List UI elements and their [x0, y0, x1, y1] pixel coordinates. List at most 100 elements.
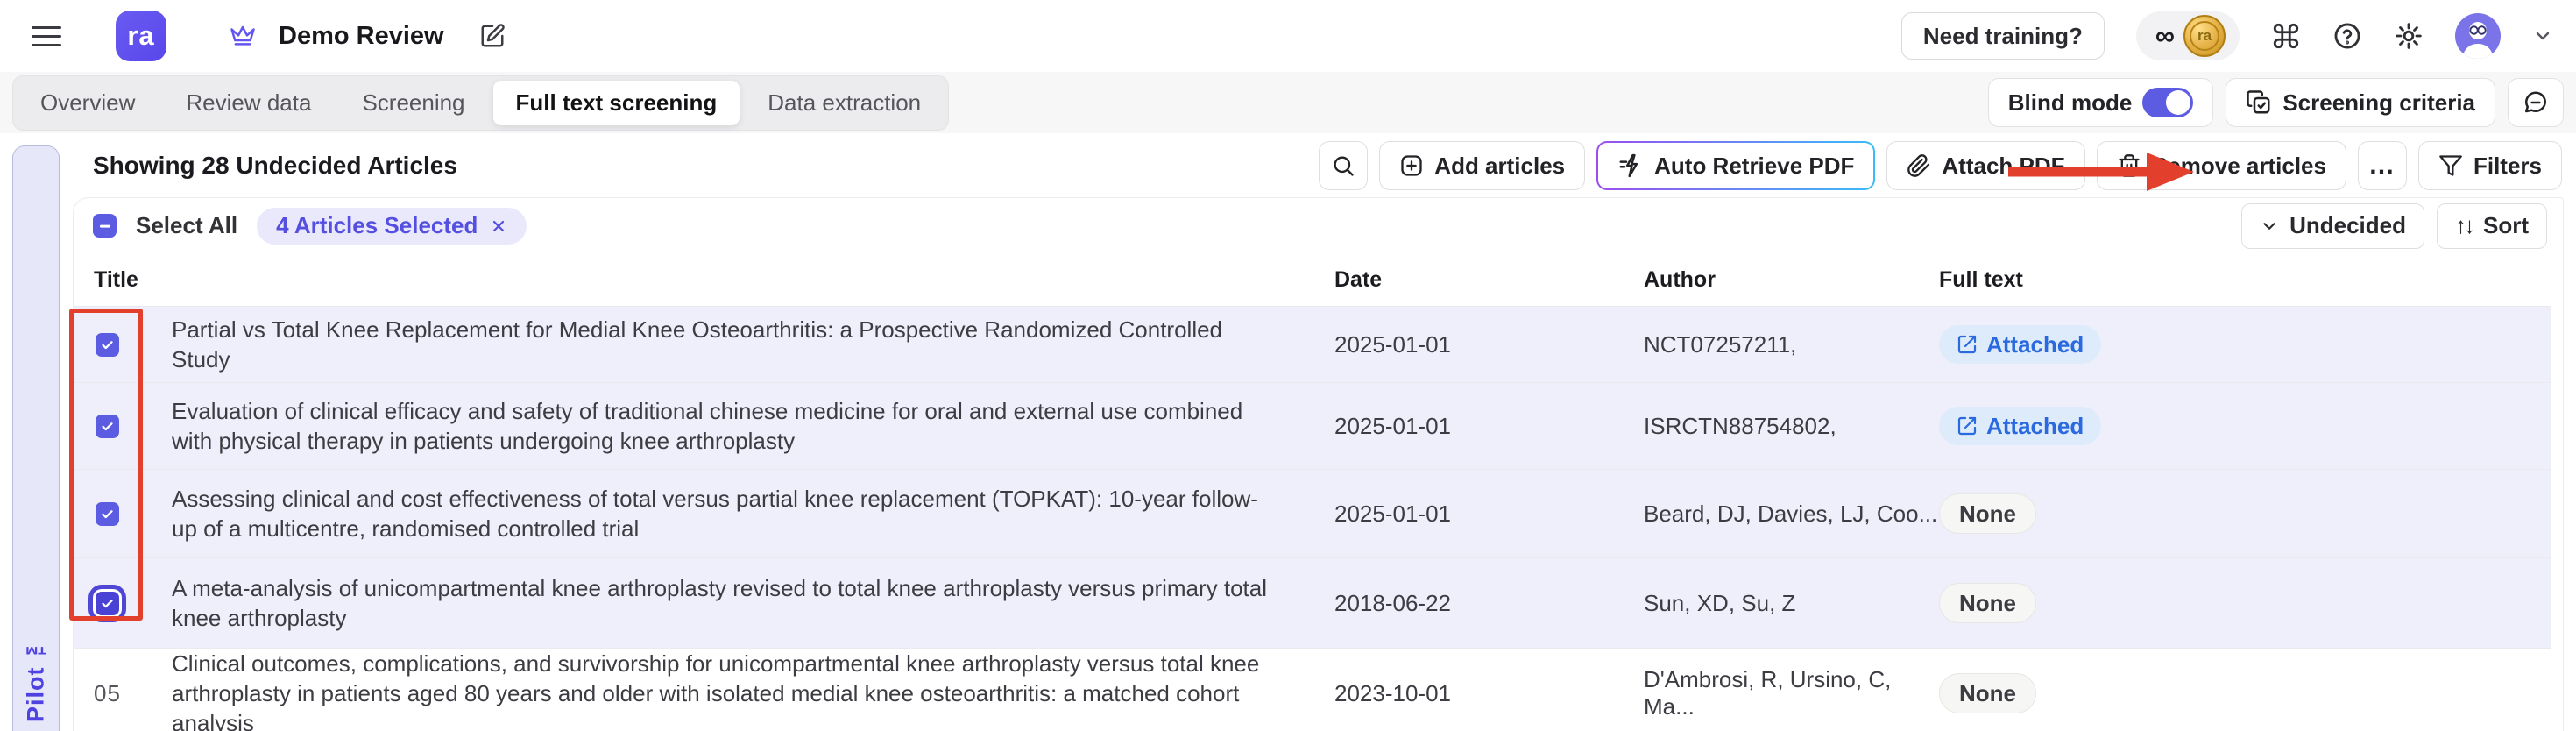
- article-author: NCT07257211,: [1644, 330, 1797, 358]
- coin-icon: ra: [2183, 15, 2226, 57]
- article-date: 2025-01-01: [1334, 500, 1451, 527]
- auto-retrieve-icon: [1619, 153, 1638, 178]
- table-row[interactable]: Evaluation of clinical efficacy and safe…: [74, 382, 2551, 469]
- filters-button[interactable]: Filters: [2417, 141, 2562, 190]
- status-filter-label: Undecided: [2289, 212, 2406, 238]
- blind-mode-label: Blind mode: [2007, 89, 2133, 116]
- paperclip-icon: [1907, 154, 1930, 177]
- article-title[interactable]: Partial vs Total Knee Replacement for Me…: [172, 316, 1223, 373]
- row-checkbox[interactable]: [96, 332, 119, 357]
- tab-overview[interactable]: Overview: [40, 89, 136, 116]
- select-all-label: Select All: [136, 212, 238, 238]
- need-training-label: Need training?: [1922, 22, 2083, 49]
- article-author: ISRCTN88754802,: [1644, 412, 1836, 439]
- auto-retrieve-pdf-label: Auto Retrieve PDF: [1654, 152, 1855, 179]
- trash-icon: [2118, 154, 2140, 177]
- column-date: Date: [1334, 266, 1383, 292]
- article-title[interactable]: Clinical outcomes, complications, and su…: [172, 650, 1260, 731]
- full-text-none-badge: None: [1939, 673, 2036, 713]
- column-full-text: Full text: [1939, 266, 2023, 292]
- full-text-attached-link[interactable]: Attached: [1939, 407, 2102, 445]
- table-header: Title Date Author Full text: [74, 253, 2551, 306]
- row-checkbox[interactable]: [96, 501, 119, 526]
- ellipsis-icon: …: [2367, 151, 2396, 180]
- command-shortcut-icon[interactable]: [2271, 21, 2301, 51]
- full-text-status: None: [1959, 679, 2016, 706]
- selected-count-label: 4 Articles Selected: [276, 212, 478, 238]
- select-all-checkbox[interactable]: [93, 214, 117, 238]
- tab-screening[interactable]: Screening: [362, 89, 465, 116]
- row-checkbox[interactable]: [96, 414, 119, 438]
- table-row[interactable]: A meta-analysis of unicompartmental knee…: [74, 557, 2551, 648]
- search-icon: [1334, 156, 1354, 176]
- column-title: Title: [94, 266, 138, 292]
- table-row[interactable]: Partial vs Total Knee Replacement for Me…: [74, 306, 2551, 382]
- app-logo[interactable]: ra: [116, 11, 166, 61]
- clear-selection-icon[interactable]: [490, 217, 507, 235]
- settings-gear-icon[interactable]: [2394, 21, 2424, 51]
- chevron-down-icon[interactable]: [2532, 25, 2553, 46]
- selected-count-chip[interactable]: 4 Articles Selected: [257, 207, 527, 245]
- screening-criteria-button[interactable]: Screening criteria: [2226, 78, 2495, 127]
- article-author: Sun, XD, Su, Z: [1644, 589, 1796, 616]
- selection-bar: Select All 4 Articles Selected Undecided…: [74, 198, 2563, 253]
- add-articles-label: Add articles: [1434, 152, 1566, 179]
- external-link-icon: [1957, 335, 1977, 354]
- table-row[interactable]: Assessing clinical and cost effectivenes…: [74, 469, 2551, 557]
- crown-icon: [230, 23, 256, 49]
- row-checkbox-focused[interactable]: [96, 591, 119, 615]
- filter-funnel-icon: [2439, 155, 2462, 176]
- sort-button[interactable]: ↑↓ Sort: [2437, 202, 2547, 249]
- need-training-button[interactable]: Need training?: [1900, 12, 2105, 60]
- remove-articles-label: Remove articles: [2151, 152, 2326, 179]
- sort-label: Sort: [2483, 212, 2529, 238]
- attach-pdf-label: Attach PDF: [1942, 152, 2065, 179]
- attach-pdf-button[interactable]: Attach PDF: [1886, 141, 2085, 190]
- article-title[interactable]: A meta-analysis of unicompartmental knee…: [172, 575, 1268, 631]
- tab-full-text-screening[interactable]: Full text screening: [492, 80, 740, 125]
- blind-mode-control[interactable]: Blind mode: [1987, 78, 2214, 127]
- row-number: 05: [94, 679, 121, 706]
- full-text-status: None: [1959, 589, 2016, 616]
- full-text-status: None: [1959, 500, 2016, 527]
- article-date: 2025-01-01: [1334, 330, 1451, 358]
- add-articles-button[interactable]: Add articles: [1379, 141, 1586, 190]
- blind-mode-toggle[interactable]: [2142, 88, 2194, 117]
- criteria-check-icon: [2246, 89, 2272, 116]
- article-date: 2023-10-01: [1334, 679, 1451, 706]
- tab-band: Overview Review data Screening Full text…: [0, 72, 2576, 133]
- articles-toolbar: Showing 28 Undecided Articles Add articl…: [93, 140, 2562, 191]
- infinity-icon: ∞: [2155, 20, 2175, 51]
- table-row[interactable]: 05 Clinical outcomes, complications, and…: [74, 648, 2551, 731]
- menu-icon[interactable]: [32, 25, 61, 46]
- article-date: 2025-01-01: [1334, 412, 1451, 439]
- page-title: Demo Review: [279, 21, 444, 50]
- tab-list: Overview Review data Screening Full text…: [12, 75, 950, 131]
- pilot-brand-label: Pilot ™: [22, 632, 49, 722]
- comments-button[interactable]: [2508, 78, 2564, 127]
- edit-title-icon[interactable]: [479, 23, 506, 49]
- full-text-status: Attached: [1986, 412, 2084, 439]
- tab-data-extraction[interactable]: Data extraction: [768, 89, 922, 116]
- pilot-rail[interactable]: Pilot ™: [12, 145, 60, 731]
- credits-pill[interactable]: ∞ ra: [2135, 11, 2240, 60]
- more-actions-button[interactable]: …: [2357, 141, 2407, 190]
- articles-card: Select All 4 Articles Selected Undecided…: [73, 197, 2564, 731]
- auto-retrieve-pdf-button[interactable]: Auto Retrieve PDF: [1596, 141, 1875, 190]
- remove-articles-button[interactable]: Remove articles: [2096, 141, 2346, 190]
- article-title[interactable]: Evaluation of clinical efficacy and safe…: [172, 398, 1243, 454]
- search-button[interactable]: [1319, 141, 1369, 190]
- chevron-down-icon: [2263, 222, 2275, 230]
- tab-review-data[interactable]: Review data: [186, 89, 312, 116]
- status-filter-button[interactable]: Undecided: [2241, 202, 2424, 249]
- results-heading: Showing 28 Undecided Articles: [93, 152, 457, 179]
- help-icon[interactable]: [2332, 21, 2362, 51]
- user-avatar[interactable]: [2455, 13, 2501, 59]
- filters-label: Filters: [2473, 152, 2542, 179]
- full-text-attached-link[interactable]: Attached: [1939, 325, 2102, 364]
- column-author: Author: [1644, 266, 1716, 292]
- article-title[interactable]: Assessing clinical and cost effectivenes…: [172, 486, 1258, 542]
- top-header: ra Demo Review Need training? ∞ ra: [0, 0, 2576, 72]
- article-date: 2018-06-22: [1334, 589, 1451, 616]
